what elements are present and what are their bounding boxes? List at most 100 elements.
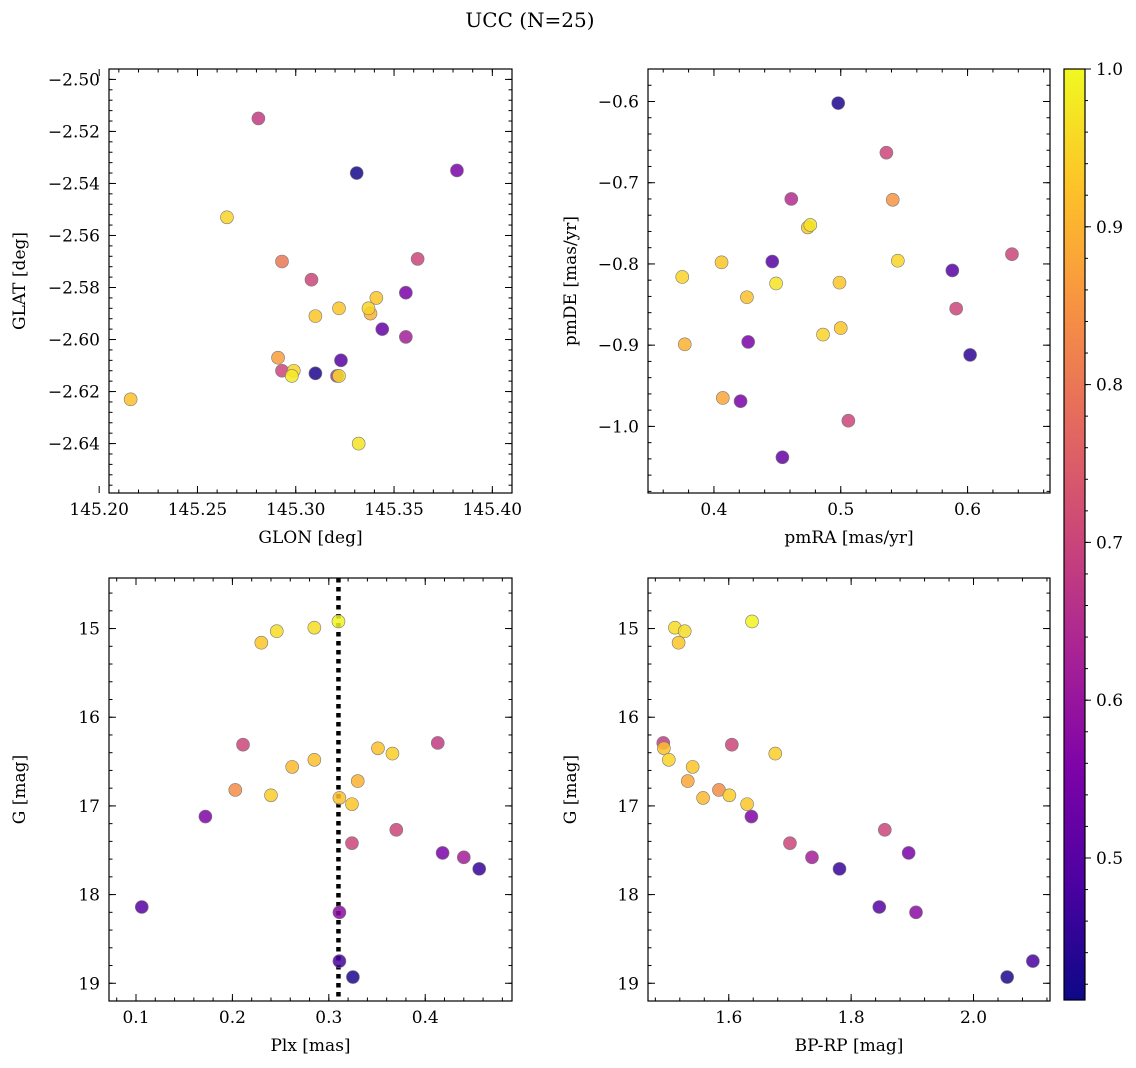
scatter-point [345, 797, 359, 811]
scatter-point [332, 954, 347, 968]
x-axis-label: Plx [mas] [270, 1036, 350, 1056]
scatter-point [1005, 247, 1019, 261]
scatter-point [901, 846, 916, 860]
x-tick-label: 1.6 [715, 1008, 742, 1028]
scatter-point [680, 774, 695, 788]
scatter-point [833, 321, 848, 335]
scatter-point [768, 746, 783, 761]
colorbar-tick-label: 0.7 [1096, 533, 1123, 553]
x-tick-label: 2.0 [960, 1008, 987, 1028]
scatter-point [677, 624, 692, 639]
scatter-point [334, 353, 348, 368]
figure-title: UCC (N=25) [465, 8, 594, 32]
scatter-point [399, 330, 413, 344]
scatter-point [285, 760, 299, 774]
scatter-point [831, 96, 846, 110]
scatter-point [662, 752, 676, 767]
y-tick-label: −2.54 [48, 174, 100, 194]
x-tick-label: 0.5 [827, 500, 854, 520]
x-tick-label: 145.40 [463, 500, 522, 520]
x-tick-label: 145.25 [168, 500, 227, 520]
colorbar-tick-label: 0.6 [1096, 691, 1123, 711]
scatter-point [228, 783, 243, 797]
y-axis-label: pmDE [mas/yr] [561, 216, 581, 346]
x-tick-label: 145.35 [364, 500, 423, 520]
scatter-point [220, 210, 234, 225]
scatter-point [345, 836, 359, 850]
panel-1: 145.20 145.25 145.30 145.35 145.40 −2.64 −2.62… [10, 68, 522, 548]
panel-3: 0.1 0.2 0.3 0.4 15 16 17 18 19 Plx [mas] G [mag] [10, 577, 513, 1056]
y-axis-label: G [mag] [561, 755, 581, 824]
scatter-point [430, 736, 445, 750]
scatter-point [879, 145, 894, 160]
colorbar-tick-label: 0.9 [1096, 218, 1123, 238]
scatter-point [369, 291, 384, 305]
scatter-point [745, 614, 759, 629]
y-tick-label: −2.56 [48, 226, 100, 246]
scatter-point [741, 335, 755, 349]
scatter-point [949, 301, 963, 316]
y-tick-label: −0.7 [598, 174, 639, 194]
scatter-point [450, 163, 464, 178]
scatter-point [269, 624, 284, 639]
scatter-point [963, 348, 977, 362]
y-tick-label: −2.52 [48, 122, 100, 142]
x-tick-label: 0.2 [219, 1008, 246, 1028]
scatter-point [308, 309, 323, 323]
y-tick-label: −2.60 [48, 331, 100, 351]
y-tick-label: 19 [78, 974, 100, 994]
y-tick-label: −1.0 [598, 417, 639, 437]
scatter-point [909, 905, 923, 920]
y-axis-label: GLAT [deg] [10, 232, 30, 330]
scatter-point [351, 436, 366, 451]
scatter-point [134, 900, 149, 914]
scatter-point [832, 275, 847, 290]
x-tick-label: 0.4 [700, 500, 727, 520]
scatter-point [740, 797, 754, 811]
scatter-point [685, 760, 700, 774]
axes-frame [647, 577, 1051, 1002]
x-axis-label: pmRA [mas/yr] [784, 528, 913, 548]
y-tick-label: 16 [78, 708, 100, 728]
scatter-point [841, 413, 856, 428]
scatter-point [332, 369, 346, 383]
scatter-point [198, 809, 213, 824]
scatter-point [371, 741, 385, 756]
scatter-point [885, 192, 900, 207]
scatter-point [389, 823, 404, 837]
axes-frame [108, 68, 513, 494]
scatter-point [744, 809, 759, 824]
x-tick-label: 0.6 [954, 500, 981, 520]
y-tick-label: −2.64 [48, 435, 100, 455]
x-tick-label: 0.4 [412, 1008, 439, 1028]
scatter-point [803, 218, 818, 232]
y-tick-label: −0.6 [598, 92, 639, 112]
scatter-point [410, 252, 425, 266]
y-tick-label: −2.58 [48, 279, 100, 299]
y-tick-label: 17 [78, 797, 100, 817]
scatter-point [1026, 954, 1040, 968]
panels: 145.20 145.25 145.30 145.35 145.40 −2.64 −2.62… [10, 68, 1051, 1056]
scatter-point [769, 276, 783, 291]
scatter-point [456, 850, 471, 865]
scatter-point [733, 394, 748, 409]
y-tick-label: 16 [617, 708, 639, 728]
scatter-point [275, 254, 289, 269]
scatter-point [254, 635, 269, 650]
scatter-point [435, 846, 450, 860]
y-tick-label: −0.9 [598, 336, 639, 356]
scatter-point [375, 322, 390, 336]
x-axis-label: BP-RP [mag] [795, 1036, 904, 1056]
y-tick-label: 18 [78, 886, 100, 906]
x-tick-label: 0.1 [122, 1008, 149, 1028]
scatter-point [399, 285, 413, 300]
scatter-point [236, 737, 250, 752]
panel-4: 1.6 1.8 2.0 15 16 17 18 19 BP-RP [mag] G [mag] [561, 577, 1051, 1056]
y-tick-label: −0.8 [598, 255, 639, 275]
scatter-point [671, 635, 686, 650]
x-tick-label: 0.3 [315, 1008, 342, 1028]
y-tick-label: 19 [617, 974, 639, 994]
scatter-point [891, 253, 905, 268]
scatter-point [346, 970, 360, 984]
